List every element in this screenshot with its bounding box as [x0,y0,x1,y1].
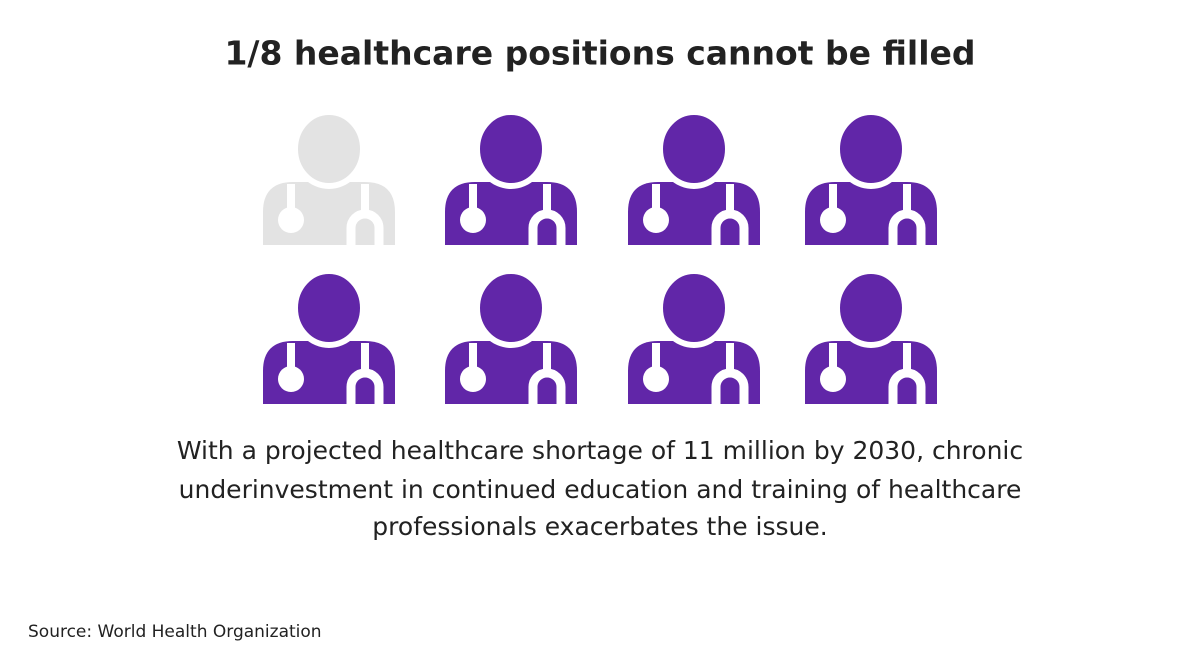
description-line: With a projected healthcare shortage of … [177,436,1023,465]
source: Source: World Health Organization [28,622,322,642]
title: 1/8 healthcare positions cannot be fille… [224,34,975,73]
description-line: professionals exacerbates the issue. [372,512,827,541]
description-line: underinvestment in continued education a… [179,475,1022,504]
